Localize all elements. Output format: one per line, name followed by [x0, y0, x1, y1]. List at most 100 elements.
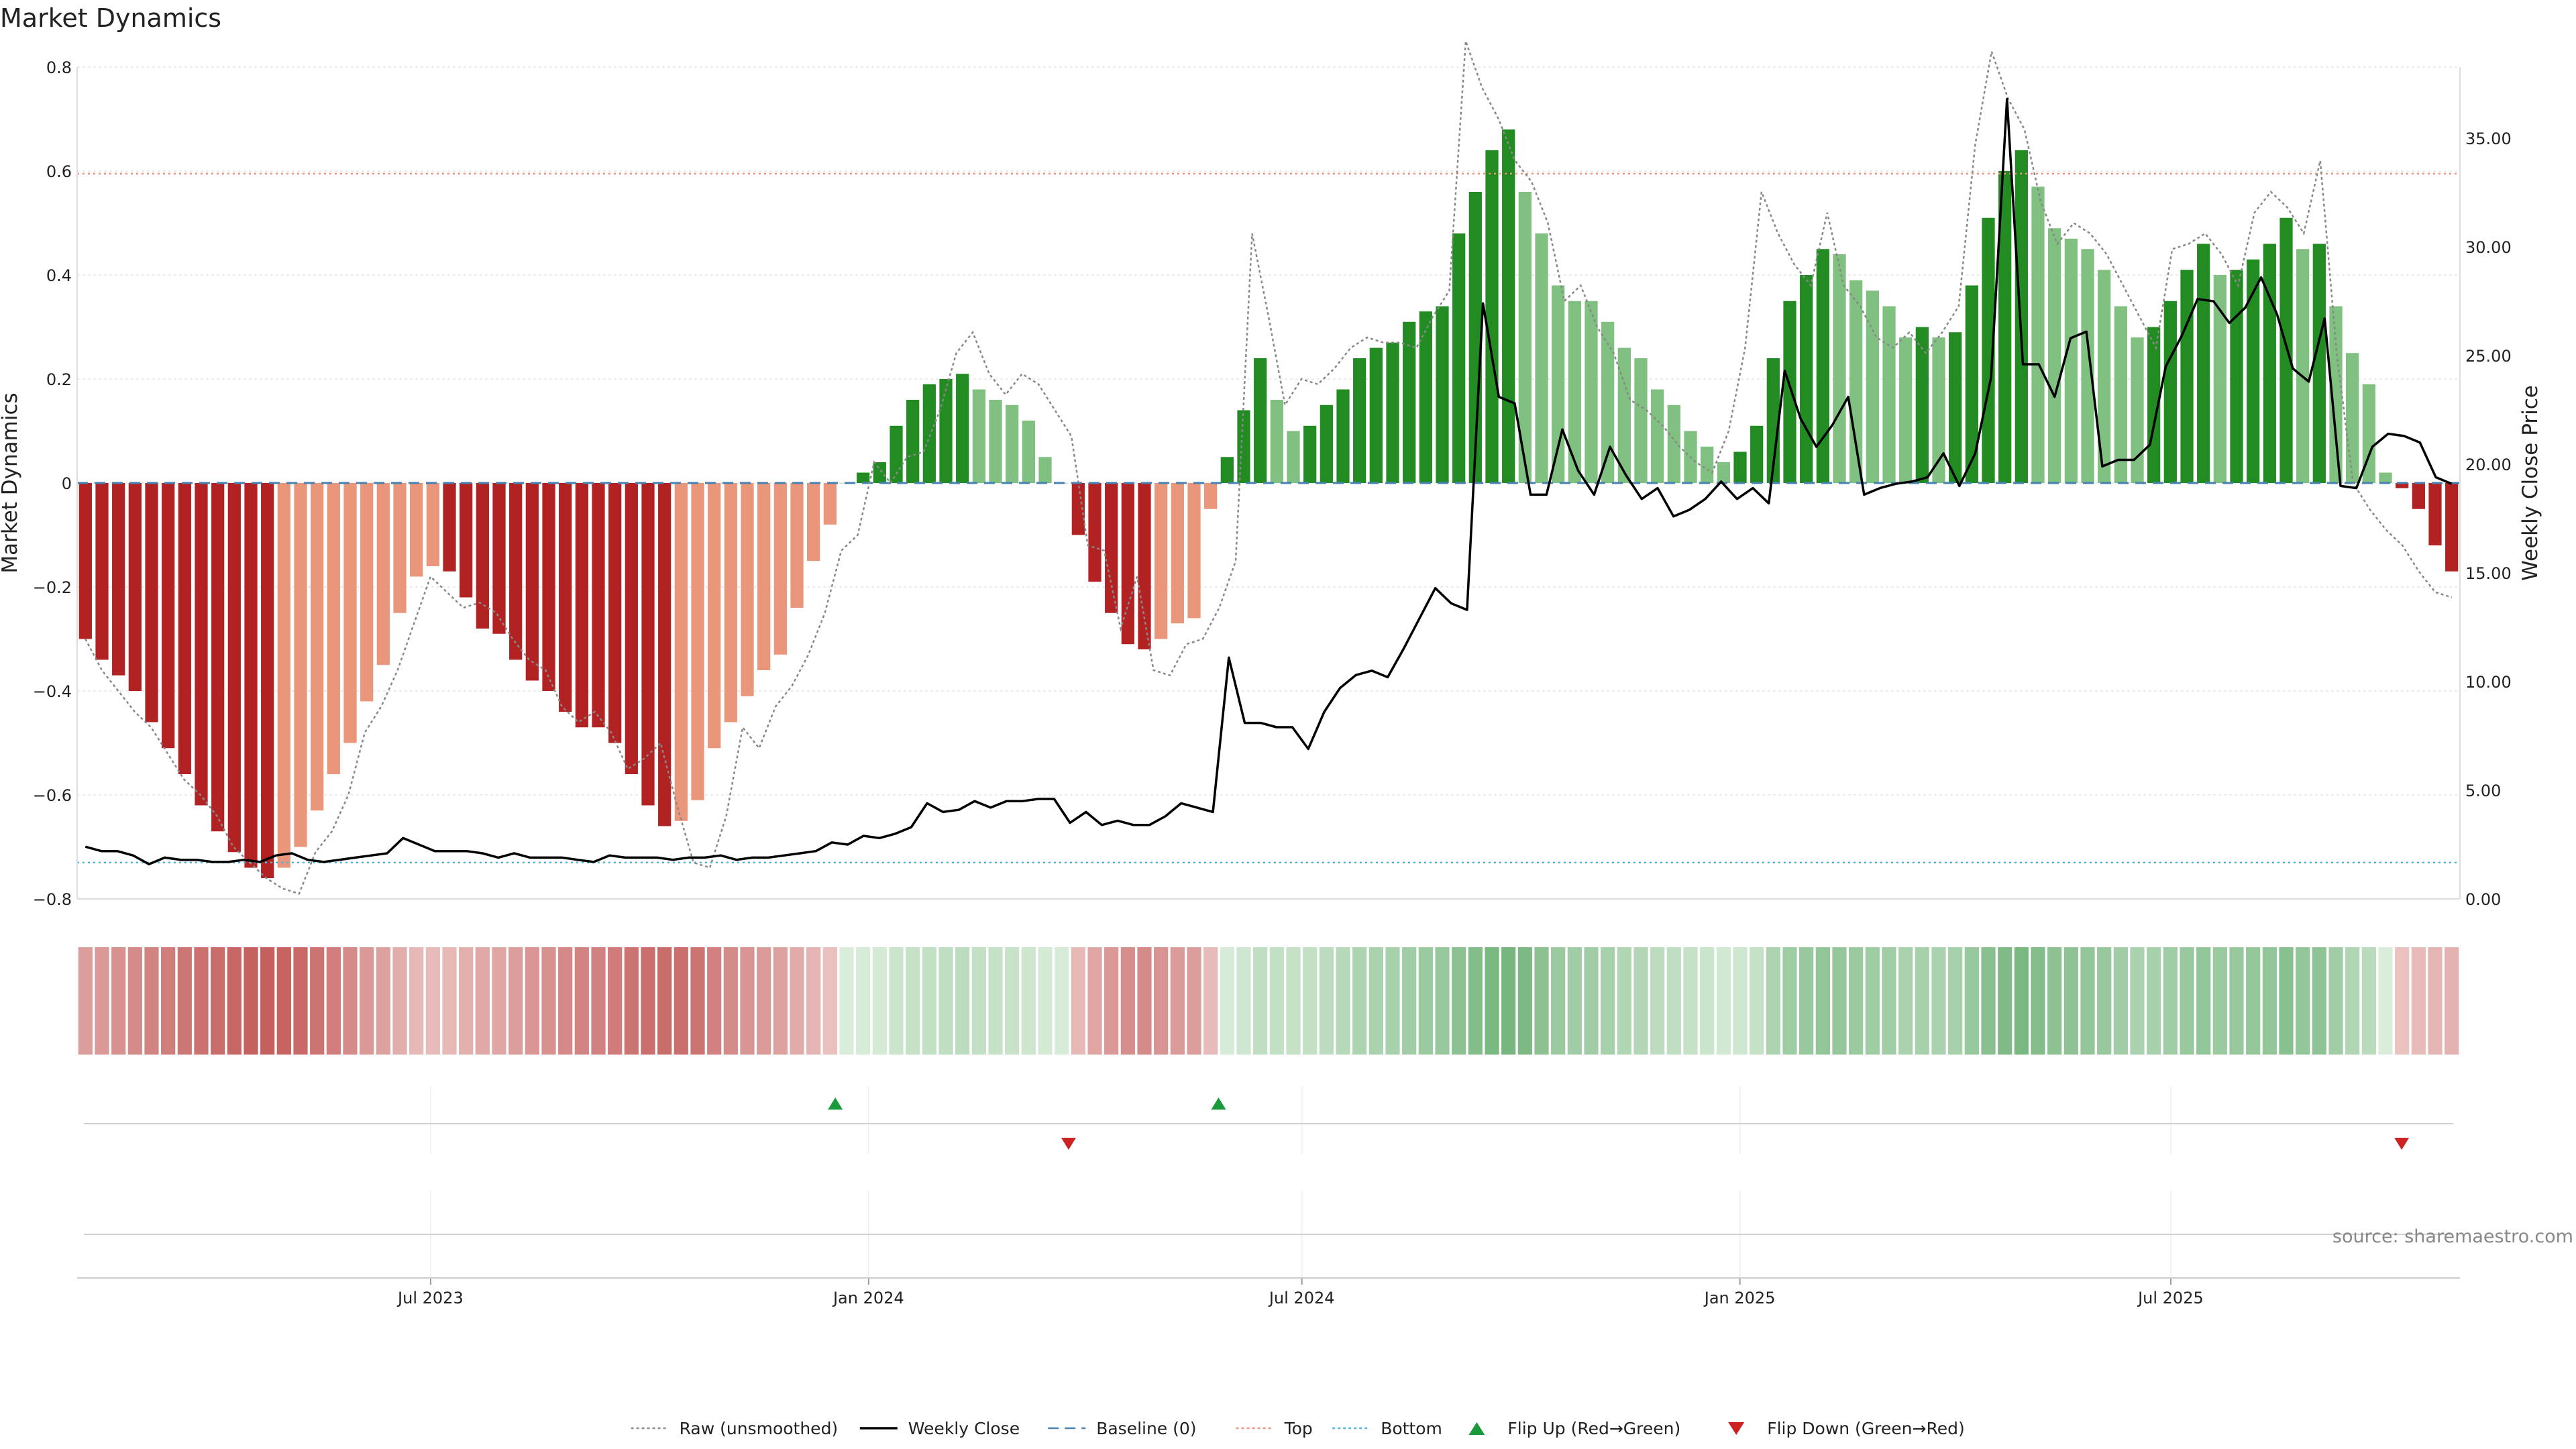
heat-cell	[1601, 947, 1615, 1055]
heat-cell	[1319, 947, 1334, 1055]
heat-cell	[1055, 947, 1069, 1055]
bar	[128, 483, 142, 691]
bar	[1386, 342, 1399, 483]
y-right-tick-label: 15.00	[2465, 564, 2512, 583]
heat-cell	[1766, 947, 1780, 1055]
y-axis-right-label: Weekly Close Price	[2518, 385, 2542, 581]
heat-cell	[2180, 947, 2194, 1055]
legend-label: Flip Down (Green→Red)	[1767, 1419, 1965, 1438]
bar	[1651, 389, 1664, 483]
heat-cell	[2196, 947, 2211, 1055]
bar	[2312, 244, 2326, 483]
heat-cell	[1120, 947, 1135, 1055]
heat-cell	[624, 947, 639, 1055]
heat-cell	[1865, 947, 1880, 1055]
legend-item: Top	[1236, 1419, 1313, 1438]
bar	[890, 425, 903, 483]
bar	[1403, 321, 1416, 483]
bar	[674, 483, 688, 821]
bar	[2081, 249, 2094, 483]
heat-cell	[508, 947, 523, 1055]
heat-cell	[310, 947, 325, 1055]
heat-cell	[1236, 947, 1251, 1055]
heat-cell	[1087, 947, 1102, 1055]
legend-marker-flip-up	[1468, 1422, 1485, 1435]
bar	[1303, 425, 1317, 483]
heat-cell	[2428, 947, 2443, 1055]
heat-cell	[2113, 947, 2128, 1055]
bar	[1320, 405, 1333, 483]
heat-cell	[1352, 947, 1367, 1055]
bar	[2197, 244, 2210, 483]
heat-cell	[177, 947, 192, 1055]
heat-cell	[1021, 947, 1036, 1055]
heat-cell	[757, 947, 771, 1055]
bar	[195, 483, 208, 806]
heat-cell	[1666, 947, 1681, 1055]
legend-label: Weekly Close	[908, 1419, 1020, 1438]
heat-cell	[1452, 947, 1466, 1055]
bar	[2346, 353, 2359, 483]
heat-cell	[244, 947, 258, 1055]
bar	[724, 483, 737, 722]
price-lines	[77, 40, 2460, 895]
bar	[1634, 358, 1648, 483]
market-dynamics-bars	[78, 129, 2459, 878]
bar	[1552, 285, 1565, 483]
heat-cell	[409, 947, 424, 1055]
bar	[1419, 311, 1432, 483]
heat-cell	[1468, 947, 1483, 1055]
heat-cell	[938, 947, 953, 1055]
y-left-tick-label: −0.8	[33, 890, 72, 909]
heat-cell	[856, 947, 871, 1055]
heat-cell	[1915, 947, 1929, 1055]
heat-cell	[2246, 947, 2261, 1055]
heat-cell	[2312, 947, 2326, 1055]
bar	[922, 384, 936, 483]
bar	[1171, 483, 1184, 624]
heat-cell	[1303, 947, 1318, 1055]
heat-cell	[376, 947, 390, 1055]
heat-cell	[459, 947, 474, 1055]
heat-cell	[1137, 947, 1152, 1055]
x-tick-label: Jan 2025	[1703, 1289, 1776, 1307]
heat-cell	[889, 947, 904, 1055]
bar	[592, 483, 605, 728]
bar	[343, 483, 357, 743]
bar	[1022, 421, 1035, 483]
bar	[1187, 483, 1201, 619]
bar	[807, 483, 820, 561]
y-left-tick-label: 0	[62, 474, 72, 493]
heat-cell	[922, 947, 936, 1055]
y-axis-left-label: Market Dynamics	[0, 392, 22, 573]
heat-cell	[1435, 947, 1450, 1055]
heat-cell	[1170, 947, 1185, 1055]
heat-cell	[1849, 947, 1864, 1055]
bar	[2247, 259, 2260, 483]
bar	[1932, 337, 1945, 483]
bar	[1270, 400, 1283, 483]
heat-cell	[1832, 947, 1847, 1055]
heat-cell	[558, 947, 573, 1055]
bar	[1783, 301, 1796, 483]
bar	[162, 483, 175, 749]
bar	[1006, 405, 1019, 483]
heat-cell	[723, 947, 738, 1055]
heat-cell	[2395, 947, 2410, 1055]
legend: Raw (unsmoothed) Weekly Close Baseline (0)…	[631, 1419, 1965, 1438]
heat-cell	[1650, 947, 1665, 1055]
bar	[1849, 280, 1863, 483]
bar	[311, 483, 324, 811]
bar	[178, 483, 191, 774]
heat-cell	[1187, 947, 1201, 1055]
bar	[1601, 321, 1615, 483]
heat-cell	[740, 947, 755, 1055]
bar	[2031, 186, 2045, 483]
heat-cell	[1799, 947, 1814, 1055]
heat-cell	[425, 947, 440, 1055]
bar	[1502, 129, 1515, 483]
bar	[2296, 249, 2310, 483]
heat-cell	[806, 947, 821, 1055]
heat-cell	[326, 947, 341, 1055]
